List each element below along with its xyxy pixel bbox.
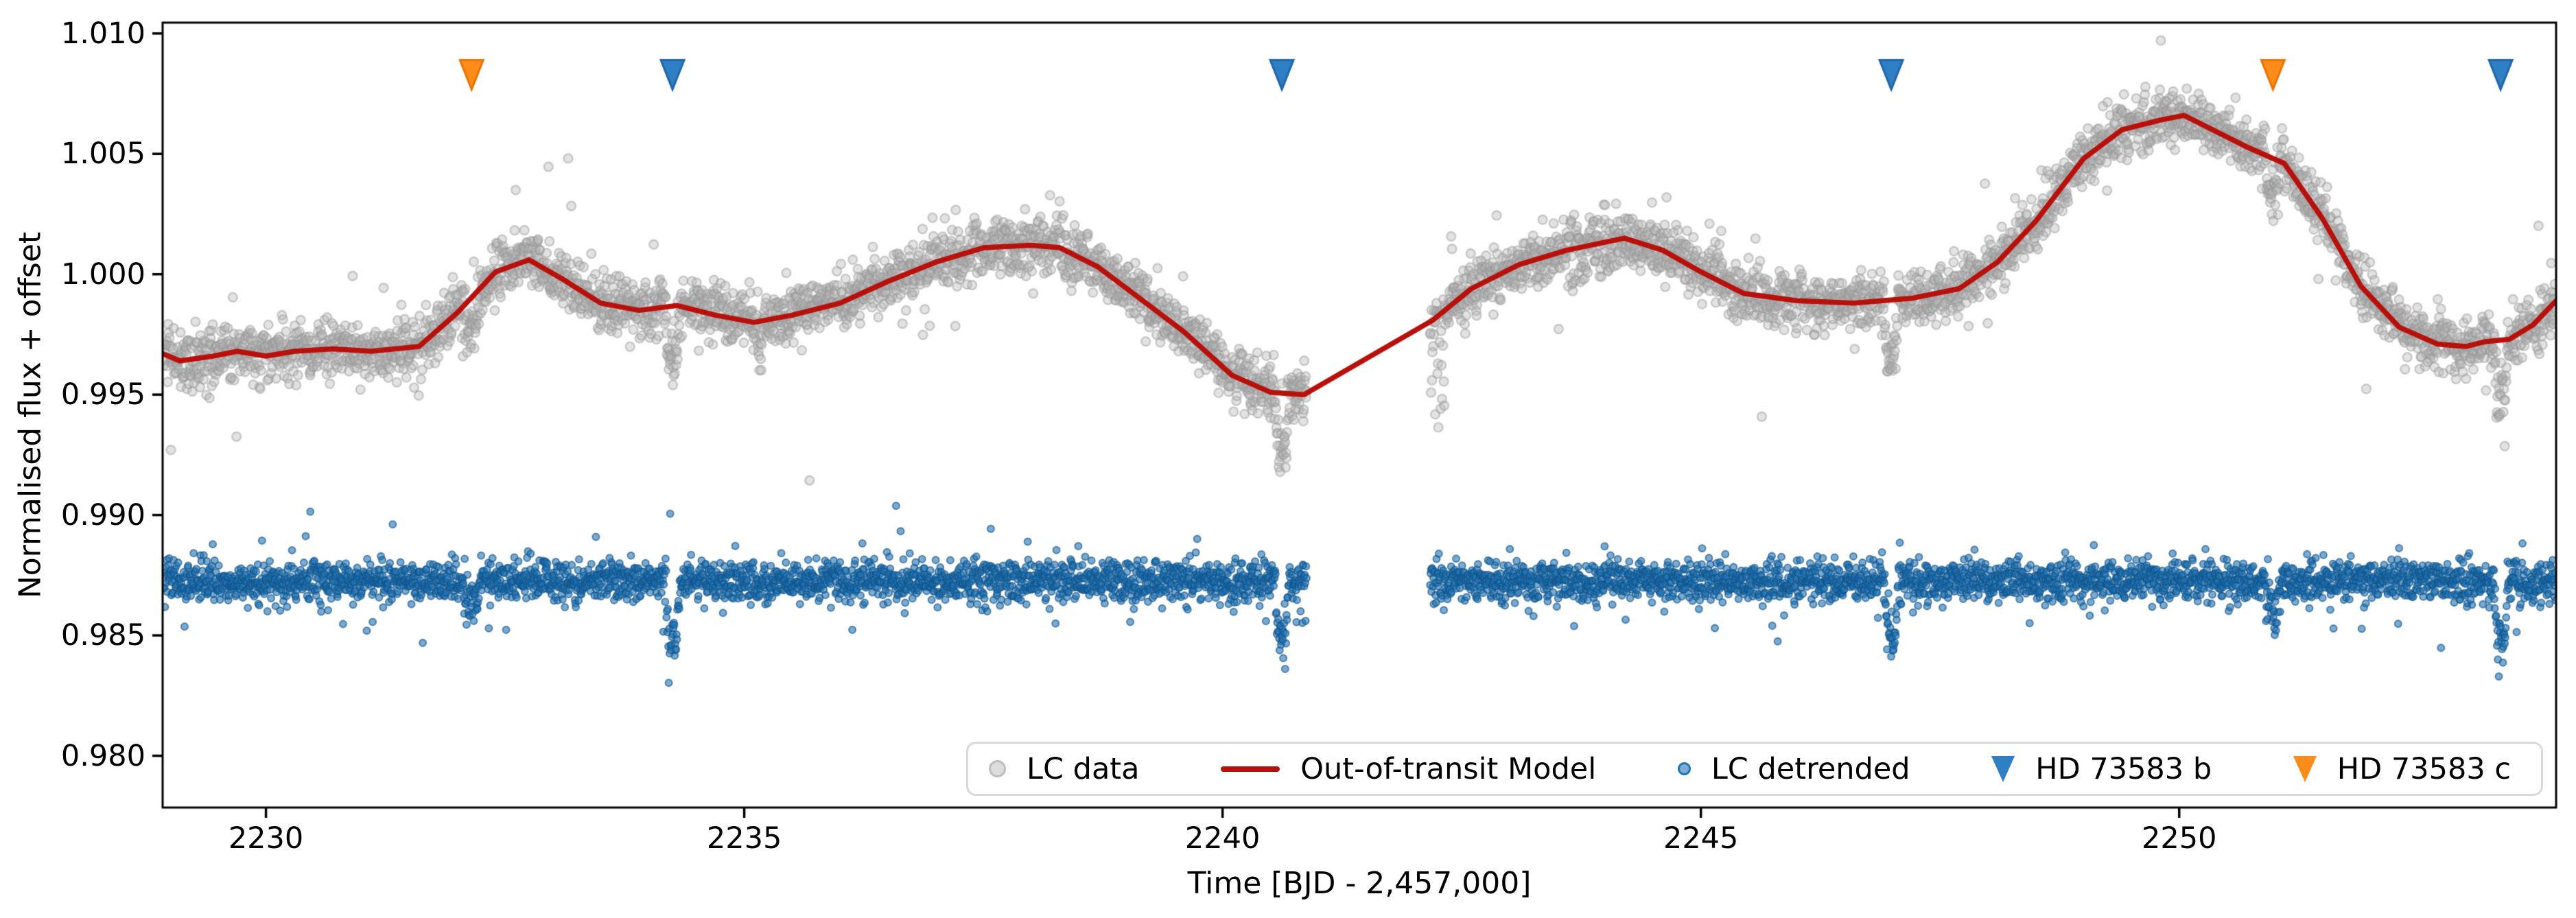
legend-item-lc-data: LC data [989, 752, 1140, 786]
y-axis-title: Normalised flux + offset [12, 231, 48, 599]
orange-triangle-down-icon [2293, 755, 2317, 782]
legend-item-hd73583c: HD 73583 c [2293, 752, 2511, 786]
x-tick-label-0: 2230 [228, 821, 304, 856]
y-tick-label-2: 1.000 [60, 257, 145, 292]
y-tick-label-5: 0.985 [60, 618, 145, 653]
gray-circle-marker-icon [989, 760, 1006, 777]
red-line-marker-icon [1221, 766, 1280, 772]
legend-item-hd73583b: HD 73583 b [1991, 752, 2212, 786]
x-axis-title: Time [BJD - 2,457,000] [1187, 866, 1532, 901]
legend-label-lc-data: LC data [1027, 751, 1140, 786]
x-tick-label-2: 2240 [1184, 821, 1261, 856]
legend-label-lc-detrended: LC detrended [1711, 751, 1910, 786]
legend-label-hd73583b: HD 73583 b [2035, 751, 2212, 786]
legend-item-lc-detrended: LC detrended [1677, 751, 1910, 786]
y-tick-label-4: 0.990 [60, 497, 145, 532]
x-tick-label-3: 2245 [1663, 821, 1739, 856]
legend-label-model: Out-of-transit Model [1300, 751, 1597, 786]
legend-item-model: Out-of-transit Model [1221, 752, 1596, 786]
legend: LC data Out-of-transit Model LC detrende… [966, 742, 2543, 796]
x-tick-label-1: 2235 [706, 821, 782, 856]
blue-circle-marker-icon [1677, 762, 1691, 775]
y-tick-label-0: 1.010 [60, 16, 145, 51]
x-tick-label-4: 2250 [2142, 821, 2217, 856]
y-tick-label-1: 1.005 [60, 137, 145, 172]
blue-triangle-down-icon [1991, 755, 2015, 782]
y-tick-label-3: 0.995 [60, 377, 145, 412]
y-tick-label-6: 0.980 [60, 738, 145, 773]
legend-label-hd73583c: HD 73583 c [2337, 751, 2511, 786]
